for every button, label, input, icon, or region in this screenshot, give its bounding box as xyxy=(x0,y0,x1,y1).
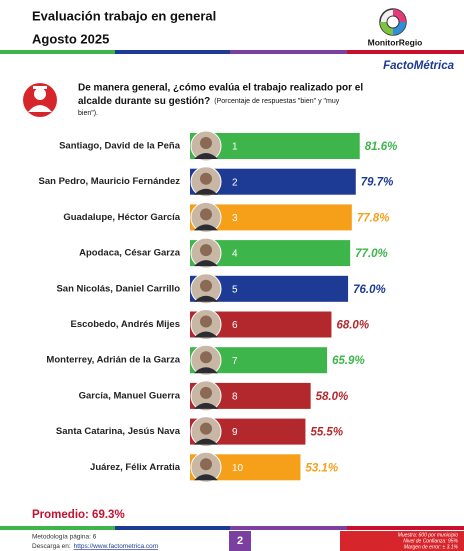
photo xyxy=(190,273,222,305)
sample-info: Nivel de Confianza: 95% xyxy=(403,538,458,544)
photo xyxy=(190,130,222,162)
average: Promedio: 69.3% xyxy=(32,509,125,521)
value-label: 68.0% xyxy=(336,320,369,332)
photo xyxy=(190,309,222,340)
photo xyxy=(190,416,222,448)
question-line: De manera general, ¿cómo evalúa el traba… xyxy=(78,83,363,94)
brand-logo xyxy=(379,8,407,36)
category-label: San Pedro, Mauricio Fernández xyxy=(39,176,181,187)
note: bien"). xyxy=(78,110,98,117)
category-label: San Nicolás, Daniel Carrillo xyxy=(56,283,180,294)
photo-head xyxy=(200,137,212,149)
photo-head xyxy=(200,351,212,364)
title: Evaluación trabajo en general xyxy=(32,8,216,23)
rank-label: 10 xyxy=(232,463,244,474)
photo-body xyxy=(194,331,218,338)
rank-label: 9 xyxy=(232,427,238,438)
category-label: Apodaca, César Garza xyxy=(79,248,181,259)
photo-head xyxy=(200,422,212,435)
page-number: 2 xyxy=(237,535,243,547)
photo-body xyxy=(194,260,218,267)
value-label: 77.8% xyxy=(357,212,390,224)
photo xyxy=(190,380,222,412)
photo-body xyxy=(194,438,218,445)
photo-body xyxy=(194,224,218,231)
value-label: 76.0% xyxy=(353,284,386,296)
photo-body xyxy=(194,474,218,481)
download: Descarga en: https://www.factometrica.com xyxy=(32,543,158,550)
photo-head xyxy=(200,458,212,471)
photo-body xyxy=(194,153,218,159)
rank-label: 6 xyxy=(232,320,238,331)
sample-info: Margen de error: ± 3.1% xyxy=(404,544,459,550)
brand: MonitorRegio xyxy=(368,37,423,47)
sample-info: Muestra: 600 por municipio xyxy=(398,532,459,538)
photo-head xyxy=(200,208,212,221)
photo-body xyxy=(194,367,218,374)
rank-label: 5 xyxy=(232,284,238,295)
value-label: 79.7% xyxy=(361,177,394,189)
value-label: 53.1% xyxy=(305,462,338,474)
footer-strip xyxy=(0,526,464,551)
value-label: 58.0% xyxy=(316,391,349,403)
photo xyxy=(190,237,222,269)
photo-head xyxy=(200,279,212,292)
category-label: García, Manuel Guerra xyxy=(79,390,181,401)
rank-label: 7 xyxy=(232,356,238,367)
bar-chart: Santiago, David de la Peña 1 81.6% San Pedr… xyxy=(39,130,398,483)
category-label: Monterrey, Adrián de la Garza xyxy=(46,355,180,366)
value-label: 55.5% xyxy=(310,427,343,439)
category-label: Juárez, Félix Arratia xyxy=(90,462,181,473)
category-label: Santa Catarina, Jesús Nava xyxy=(56,426,181,437)
rank-label: 3 xyxy=(232,213,238,224)
photo-body xyxy=(194,402,218,409)
rank-label: 8 xyxy=(232,392,238,403)
photo-body xyxy=(194,188,218,195)
subtitle: Agosto 2025 xyxy=(32,31,109,46)
photo xyxy=(190,201,222,233)
photo-body xyxy=(194,295,218,302)
category-label: Guadalupe, Héctor García xyxy=(63,212,180,223)
value-label: 77.0% xyxy=(355,248,388,260)
photo xyxy=(190,451,222,483)
category-label: Escobedo, Andrés Mijes xyxy=(71,319,180,330)
rank-label: 2 xyxy=(232,177,238,188)
value-label: 81.6% xyxy=(365,141,398,153)
rank-label: 1 xyxy=(232,142,238,153)
photo-head xyxy=(200,386,212,399)
photo-head xyxy=(200,244,212,257)
photo-head xyxy=(200,315,212,328)
photo xyxy=(190,344,222,376)
rank-label: 4 xyxy=(232,249,238,260)
methodology: Metodología página: 6 xyxy=(32,534,97,541)
question-line: alcalde durante su gestión? (Porcentaje d… xyxy=(78,96,340,107)
question-icon xyxy=(23,83,57,117)
value-label: 65.9% xyxy=(332,355,365,367)
publisher: FactoMétrica xyxy=(383,60,455,72)
photo xyxy=(190,166,222,198)
category-label: Santiago, David de la Peña xyxy=(59,141,181,152)
header-strip xyxy=(0,50,464,54)
photo-head xyxy=(200,172,212,185)
